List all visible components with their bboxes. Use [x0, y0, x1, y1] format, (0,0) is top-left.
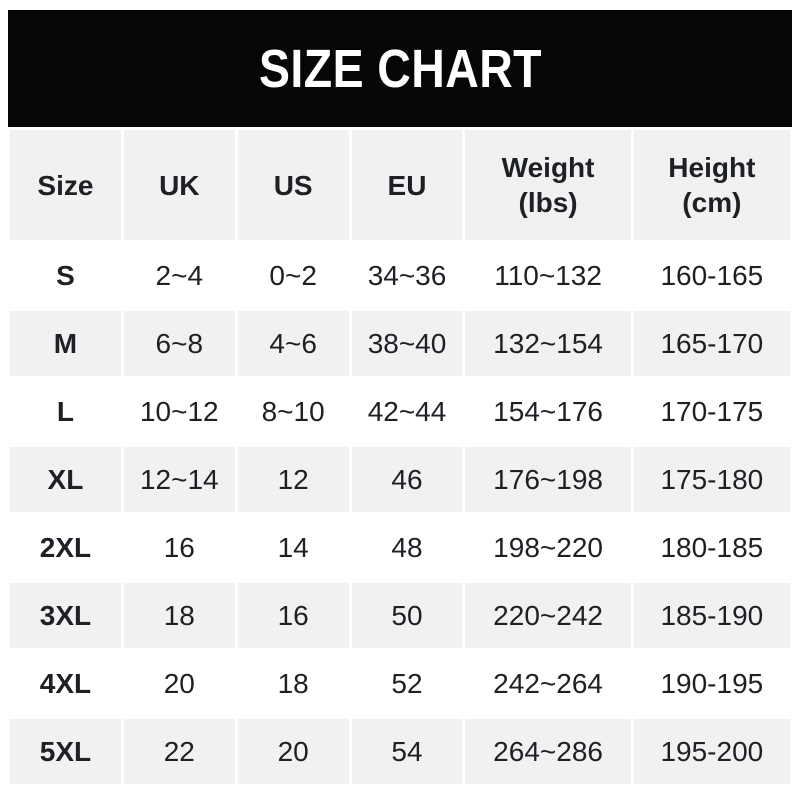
- eu-cell: 38~40: [351, 311, 463, 376]
- size-cell: 5XL: [10, 719, 121, 784]
- us-cell: 4~6: [237, 311, 349, 376]
- eu-cell: 52: [351, 651, 463, 716]
- uk-cell: 16: [123, 515, 235, 580]
- column-header-height: Height (cm): [633, 130, 790, 240]
- weight-cell: 220~242: [465, 583, 631, 648]
- uk-cell: 2~4: [123, 243, 235, 308]
- eu-cell: 42~44: [351, 379, 463, 444]
- us-cell: 0~2: [237, 243, 349, 308]
- eu-cell: 54: [351, 719, 463, 784]
- eu-cell: 46: [351, 447, 463, 512]
- size-cell: 4XL: [10, 651, 121, 716]
- table-row: 4XL 20 18 52 242~264 190-195: [10, 651, 790, 716]
- column-header-us: US: [237, 130, 349, 240]
- uk-cell: 20: [123, 651, 235, 716]
- weight-cell: 110~132: [465, 243, 631, 308]
- column-header-eu: EU: [351, 130, 463, 240]
- table-row: 3XL 18 16 50 220~242 185-190: [10, 583, 790, 648]
- column-header-uk: UK: [123, 130, 235, 240]
- weight-cell: 154~176: [465, 379, 631, 444]
- column-header-weight-label: Weight: [501, 152, 595, 183]
- size-cell: S: [10, 243, 121, 308]
- header-row: Size UK US EU Weight (lbs): [10, 130, 790, 240]
- size-cell: M: [10, 311, 121, 376]
- uk-cell: 12~14: [123, 447, 235, 512]
- us-cell: 12: [237, 447, 349, 512]
- uk-cell: 18: [123, 583, 235, 648]
- height-cell: 160-165: [633, 243, 790, 308]
- us-cell: 8~10: [237, 379, 349, 444]
- eu-cell: 34~36: [351, 243, 463, 308]
- size-cell: 3XL: [10, 583, 121, 648]
- weight-cell: 264~286: [465, 719, 631, 784]
- height-cell: 165-170: [633, 311, 790, 376]
- us-cell: 20: [237, 719, 349, 784]
- weight-cell: 132~154: [465, 311, 631, 376]
- page-title: SIZE CHART: [258, 38, 542, 99]
- banner: SIZE CHART: [8, 10, 792, 127]
- size-cell: 2XL: [10, 515, 121, 580]
- height-cell: 190-195: [633, 651, 790, 716]
- table-row: 5XL 22 20 54 264~286 195-200: [10, 719, 790, 784]
- eu-cell: 50: [351, 583, 463, 648]
- table-row: S 2~4 0~2 34~36 110~132 160-165: [10, 243, 790, 308]
- column-header-height-unit: (cm): [682, 187, 742, 218]
- uk-cell: 6~8: [123, 311, 235, 376]
- table-row: XL 12~14 12 46 176~198 175-180: [10, 447, 790, 512]
- us-cell: 18: [237, 651, 349, 716]
- height-cell: 170-175: [633, 379, 790, 444]
- column-header-us-label: US: [273, 169, 313, 201]
- weight-cell: 242~264: [465, 651, 631, 716]
- height-cell: 185-190: [633, 583, 790, 648]
- height-cell: 195-200: [633, 719, 790, 784]
- weight-cell: 198~220: [465, 515, 631, 580]
- us-cell: 14: [237, 515, 349, 580]
- table-body: S 2~4 0~2 34~36 110~132 160-165 M 6~8 4~…: [10, 243, 790, 784]
- column-header-eu-label: EU: [387, 169, 427, 201]
- size-cell: XL: [10, 447, 121, 512]
- size-chart-table: Size UK US EU Weight (lbs): [7, 127, 793, 787]
- height-cell: 180-185: [633, 515, 790, 580]
- column-header-size-label: Size: [37, 169, 94, 201]
- eu-cell: 48: [351, 515, 463, 580]
- table-row: L 10~12 8~10 42~44 154~176 170-175: [10, 379, 790, 444]
- column-header-size: Size: [10, 130, 121, 240]
- column-header-weight: Weight (lbs): [465, 130, 631, 240]
- size-cell: L: [10, 379, 121, 444]
- column-header-uk-label: UK: [159, 169, 200, 201]
- uk-cell: 10~12: [123, 379, 235, 444]
- column-header-height-label: Height: [668, 152, 756, 183]
- table-row: 2XL 16 14 48 198~220 180-185: [10, 515, 790, 580]
- table-header: Size UK US EU Weight (lbs): [10, 130, 790, 240]
- height-cell: 175-180: [633, 447, 790, 512]
- column-header-weight-unit: (lbs): [518, 187, 578, 218]
- uk-cell: 22: [123, 719, 235, 784]
- us-cell: 16: [237, 583, 349, 648]
- size-chart-page: SIZE CHART Size UK US: [0, 10, 800, 810]
- table-row: M 6~8 4~6 38~40 132~154 165-170: [10, 311, 790, 376]
- weight-cell: 176~198: [465, 447, 631, 512]
